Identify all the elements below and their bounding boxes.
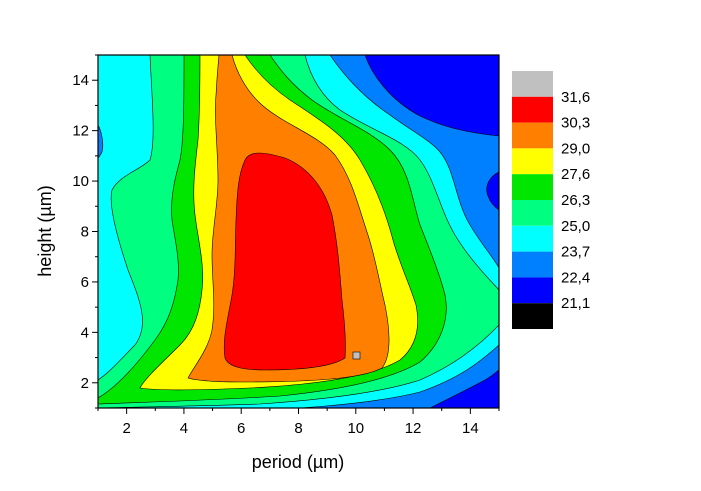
y-tick-label: 8 bbox=[81, 224, 89, 241]
legend-swatch bbox=[512, 96, 553, 123]
y-axis: 2 4 6 8 10 12 14 bbox=[72, 54, 98, 409]
legend-swatch bbox=[512, 200, 553, 226]
legend-label: 22,4 bbox=[561, 269, 590, 286]
legend-swatch bbox=[512, 225, 553, 252]
contour-band-21-1-bottom bbox=[429, 369, 499, 408]
contour-peak-marker bbox=[352, 351, 361, 360]
x-tick-label: 8 bbox=[294, 420, 302, 437]
x-tick-label: 2 bbox=[122, 420, 130, 437]
y-tick-label: 14 bbox=[72, 72, 89, 89]
legend-label: 26,3 bbox=[561, 192, 590, 209]
legend-label: 23,7 bbox=[561, 244, 590, 261]
legend-label: 29,0 bbox=[561, 140, 590, 157]
legend-label: 25,0 bbox=[561, 218, 590, 235]
legend-swatch bbox=[512, 71, 553, 97]
legend-swatch bbox=[512, 303, 553, 329]
legend-swatch bbox=[512, 122, 553, 149]
x-tick-label: 12 bbox=[405, 420, 422, 437]
x-tick-label: 10 bbox=[347, 420, 364, 437]
x-tick-label: 14 bbox=[462, 420, 479, 437]
contour-band-21-1 bbox=[364, 55, 499, 137]
y-tick-label: 4 bbox=[81, 324, 89, 341]
x-tick-label: 6 bbox=[237, 420, 245, 437]
legend-swatch bbox=[512, 148, 553, 175]
legend-label: 21,1 bbox=[561, 295, 590, 312]
y-axis-title: height (µm) bbox=[35, 185, 55, 276]
legend-swatch bbox=[512, 277, 553, 304]
y-tick-label: 10 bbox=[72, 173, 89, 190]
y-tick-label: 6 bbox=[81, 274, 89, 291]
legend-label: 27,6 bbox=[561, 166, 590, 183]
x-axis-title: period (µm) bbox=[252, 452, 344, 472]
legend-swatch bbox=[512, 174, 553, 200]
legend-swatch bbox=[512, 251, 553, 278]
color-legend: 31,6 30,3 29,0 27,6 26,3 25,0 23,7 22,4 21,1 bbox=[512, 71, 590, 329]
contour-band-30-3 bbox=[223, 152, 346, 371]
contour-plot-area bbox=[98, 55, 499, 408]
x-tick-label: 4 bbox=[180, 420, 188, 437]
y-tick-label: 2 bbox=[81, 375, 89, 392]
y-tick-label: 12 bbox=[72, 123, 89, 140]
contour-band-21-1-right bbox=[486, 171, 499, 211]
legend-label: 31,6 bbox=[561, 89, 590, 106]
x-axis: 2 4 6 8 10 12 14 bbox=[97, 408, 500, 437]
legend-label: 30,3 bbox=[561, 115, 590, 132]
